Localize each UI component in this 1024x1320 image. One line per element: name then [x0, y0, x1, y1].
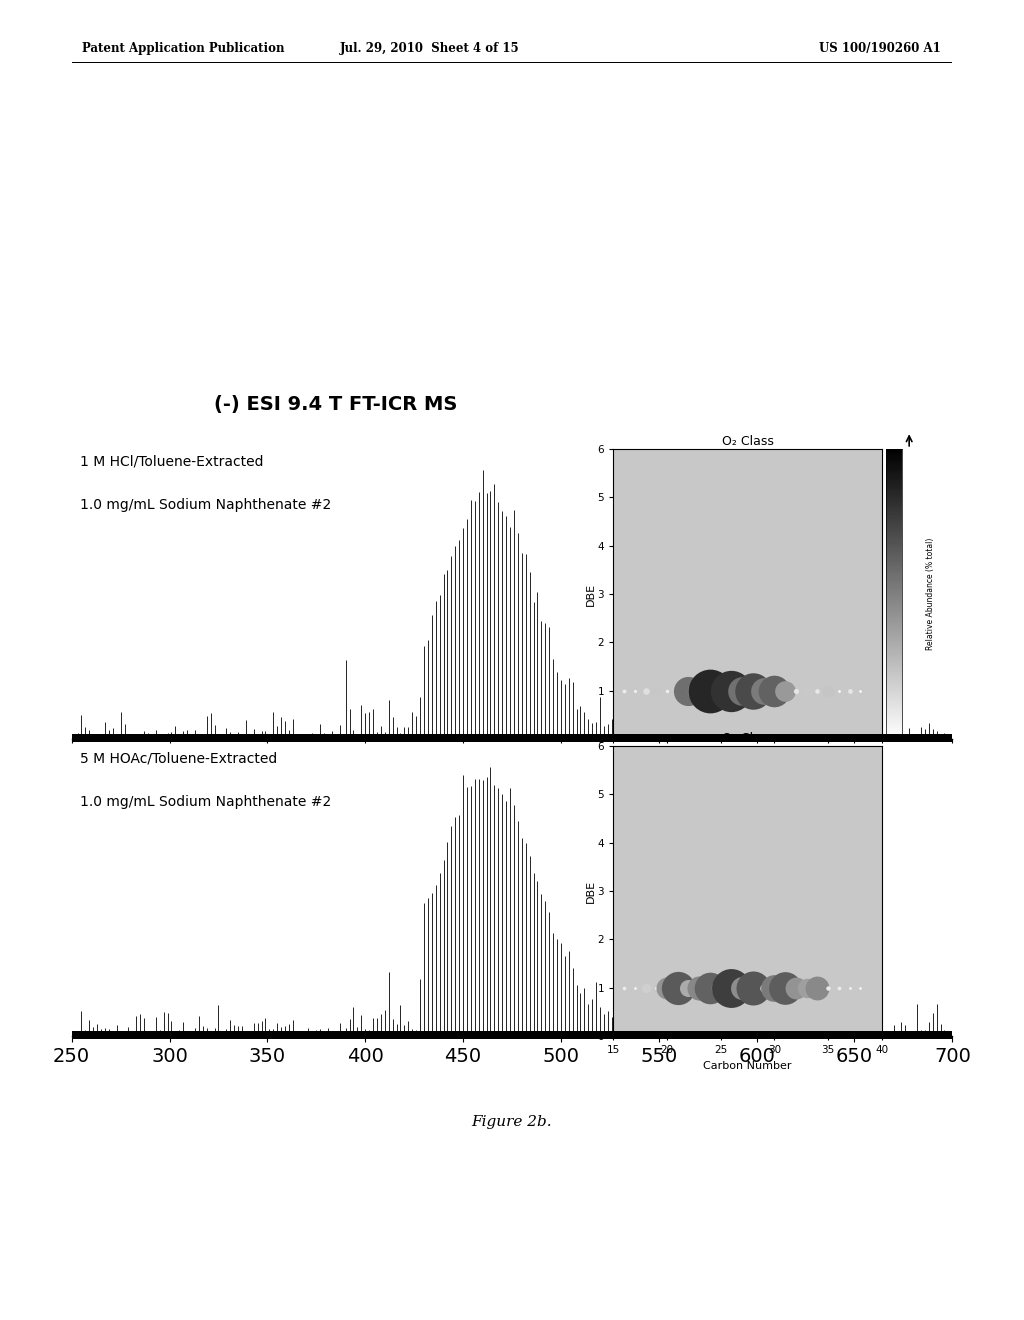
Text: US 100/190260 A1: US 100/190260 A1 [819, 42, 941, 55]
Text: Patent Application Publication: Patent Application Publication [82, 42, 285, 55]
Text: Jul. 29, 2010  Sheet 4 of 15: Jul. 29, 2010 Sheet 4 of 15 [340, 42, 520, 55]
Text: (-) ESI 9.4 T FT-ICR MS: (-) ESI 9.4 T FT-ICR MS [214, 395, 458, 414]
Text: Figure 2b.: Figure 2b. [472, 1115, 552, 1130]
Text: 1 M HCl/Toluene-Extracted: 1 M HCl/Toluene-Extracted [81, 454, 264, 469]
Text: 5 M HOAc/Toluene-Extracted: 5 M HOAc/Toluene-Extracted [81, 751, 278, 766]
Text: 1.0 mg/mL Sodium Naphthenate #2: 1.0 mg/mL Sodium Naphthenate #2 [81, 498, 332, 512]
Text: 1.0 mg/mL Sodium Naphthenate #2: 1.0 mg/mL Sodium Naphthenate #2 [81, 795, 332, 809]
